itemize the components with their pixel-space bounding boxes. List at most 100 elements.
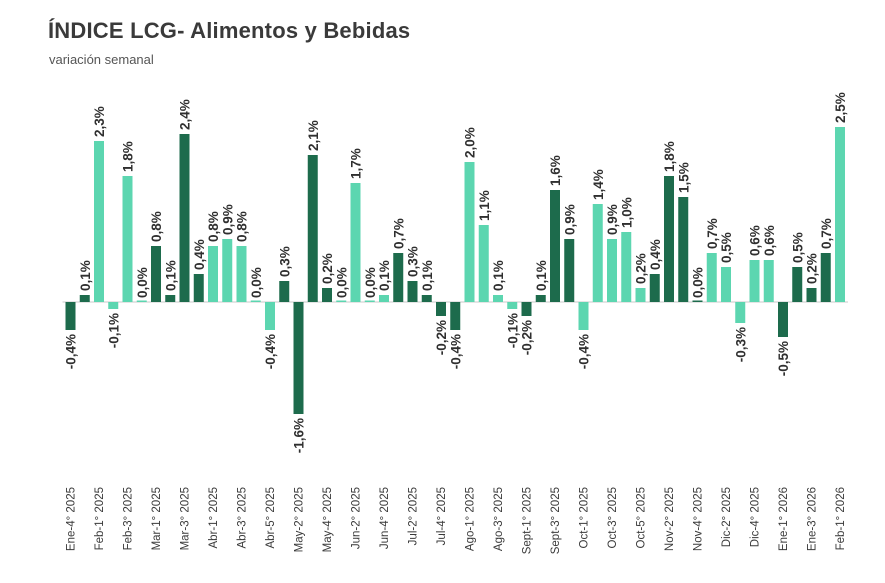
data-label: 2,4% [178, 99, 193, 130]
x-tick-label: Abr-5° 2025 [265, 487, 277, 549]
bar [507, 302, 518, 309]
data-label: 0,2% [320, 253, 335, 284]
bar [550, 190, 560, 302]
bar [65, 302, 76, 330]
data-label: 1,0% [619, 197, 634, 228]
chart-title: ÍNDICE LCG- Alimentos y Bebidas [48, 18, 411, 43]
bar [407, 281, 418, 302]
bars-layer [65, 127, 845, 414]
data-label: -0,2% [434, 320, 449, 355]
data-label: 0,3% [406, 246, 421, 277]
data-label: 0,2% [634, 253, 649, 284]
data-label: -0,4% [577, 334, 592, 369]
bar [293, 302, 304, 414]
bar [478, 225, 489, 302]
bar [94, 141, 104, 302]
bar [763, 260, 774, 302]
data-label: 0,4% [648, 239, 663, 270]
data-label: 0,1% [78, 260, 93, 291]
bar [735, 302, 746, 323]
data-label: 0,0% [334, 267, 349, 298]
x-tick-label: Jun-4° 2025 [379, 487, 391, 549]
x-tick-label: May-2° 2025 [294, 487, 306, 552]
data-label: 2,5% [833, 92, 848, 123]
data-label: -0,4% [64, 334, 79, 369]
bar [421, 295, 432, 302]
data-label: 0,6% [762, 225, 777, 256]
bar [664, 176, 674, 302]
x-tick-label: Ene-4° 2025 [66, 487, 78, 551]
bar [635, 288, 646, 302]
data-label: -0,2% [520, 320, 535, 355]
x-tick-label: Jul-4° 2025 [436, 487, 448, 545]
x-tick-label: Feb-3° 2025 [123, 487, 135, 550]
data-label: 0,5% [719, 232, 734, 263]
data-label: 0,7% [705, 218, 720, 249]
x-tick-label: Ene-3° 2026 [807, 487, 819, 551]
data-label: 0,1% [491, 260, 506, 291]
data-label: 0,9% [220, 204, 235, 235]
x-tick-label: Dic-4° 2025 [750, 487, 762, 547]
bar [350, 183, 361, 302]
data-label: 0,9% [605, 204, 620, 235]
data-label: 0,0% [691, 267, 706, 298]
data-label: 0,5% [790, 232, 805, 263]
data-label: -0,3% [733, 327, 748, 362]
data-label: -1,6% [292, 418, 307, 453]
bar [649, 274, 660, 302]
data-label: 0,3% [277, 246, 292, 277]
data-label: 2,0% [463, 127, 478, 158]
x-tick-label: Jul-2° 2025 [408, 487, 420, 545]
bar [136, 300, 147, 302]
data-label: -0,4% [448, 334, 463, 369]
data-label: 1,8% [662, 141, 677, 172]
bar [721, 267, 731, 302]
data-label: 0,8% [206, 211, 221, 242]
data-label: 1,4% [591, 169, 606, 200]
x-tick-label: Nov-2° 2025 [664, 487, 676, 551]
x-tick-label: Ene-1° 2026 [778, 487, 790, 551]
data-label: 1,8% [121, 141, 136, 172]
bar [122, 176, 133, 302]
data-label: 0,6% [748, 225, 763, 256]
data-label: 0,0% [363, 267, 378, 298]
bar [79, 295, 90, 302]
x-tick-label: May-4° 2025 [322, 487, 334, 552]
data-label: 0,8% [235, 211, 250, 242]
bar [792, 267, 803, 302]
bar [250, 300, 261, 302]
bar [521, 302, 532, 316]
bar [322, 288, 332, 302]
bar [464, 162, 475, 302]
data-label: -0,1% [505, 313, 520, 348]
x-tick-label: Oct-5° 2025 [636, 487, 648, 549]
bar [749, 260, 760, 302]
data-label: 0,4% [192, 239, 207, 270]
bar [450, 302, 461, 330]
bar [493, 295, 503, 302]
data-label: 1,7% [349, 148, 364, 179]
x-tick-label: Abr-3° 2025 [237, 487, 249, 549]
bar [564, 239, 575, 302]
data-label: 2,1% [306, 120, 321, 151]
bar [820, 253, 831, 302]
data-label: 0,0% [249, 267, 264, 298]
bar [778, 302, 788, 337]
data-label: 0,1% [377, 260, 392, 291]
bar [535, 295, 546, 302]
data-label: -0,4% [263, 334, 278, 369]
x-tick-label: Feb-1° 2026 [835, 487, 847, 550]
bar [806, 288, 817, 302]
bar [307, 155, 318, 302]
x-tick-label: Oct-3° 2025 [607, 487, 619, 549]
x-tick-label: Sept-1° 2025 [522, 487, 534, 554]
bar [835, 127, 845, 302]
x-tick-label: Nov-4° 2025 [693, 487, 705, 551]
bar [364, 300, 375, 302]
bar [436, 302, 446, 316]
x-tick-labels-layer: Ene-4° 2025 Feb-1° 2025 Feb-3° 2025 Mar-1° … [66, 487, 848, 554]
data-label: -0,1% [106, 313, 121, 348]
bar [379, 295, 389, 302]
bar [706, 253, 717, 302]
data-labels-layer: -0,4% 0,1% 2,3% -0,1% 1,8% 0,0% 0,8% 0,1% 2,4% 0,… [64, 92, 849, 453]
